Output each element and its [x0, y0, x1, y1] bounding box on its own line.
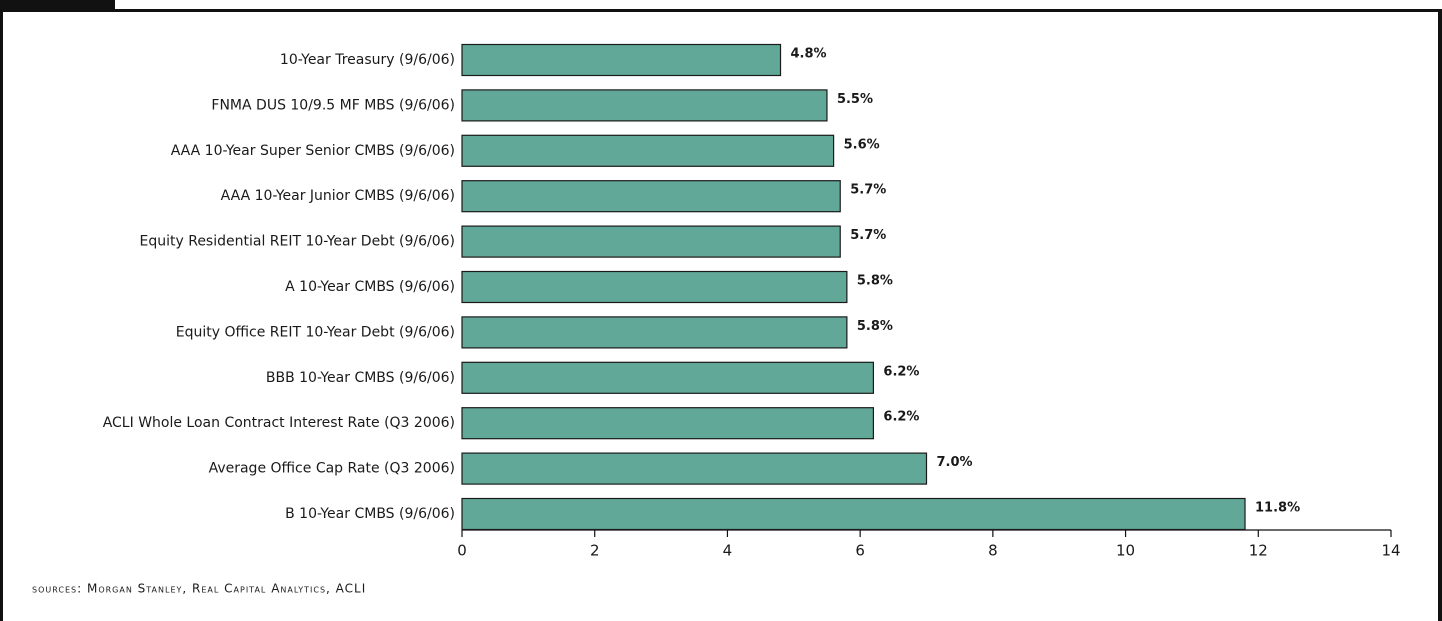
x-tick-label: 0	[457, 542, 467, 560]
bar	[461, 361, 875, 394]
value-label: 7.0%	[937, 455, 973, 470]
x-tick-label: 14	[1381, 542, 1400, 560]
value-label: 5.6%	[844, 137, 880, 152]
category-label: Average Office Cap Rate (Q3 2006)	[209, 461, 455, 477]
category-label: Equity Office REIT 10-Year Debt (9/6/06)	[176, 324, 455, 340]
category-label: B 10-Year CMBS (9/6/06)	[285, 506, 455, 522]
value-label: 6.2%	[883, 410, 919, 425]
value-label: 5.8%	[857, 274, 893, 289]
bar	[461, 180, 841, 213]
bar	[461, 452, 928, 485]
category-label: A 10-Year CMBS (9/6/06)	[285, 279, 455, 295]
value-label: 4.8%	[791, 47, 827, 62]
x-tick-label: 4	[723, 542, 733, 560]
bar	[461, 134, 835, 167]
x-tick-label: 12	[1249, 542, 1268, 560]
category-label: AAA 10-Year Super Senior CMBS (9/6/06)	[171, 143, 455, 159]
frame-left	[0, 9, 3, 621]
value-label: 11.8%	[1255, 501, 1300, 516]
value-label: 5.5%	[837, 92, 873, 107]
value-label: 5.7%	[850, 228, 886, 243]
frame-right	[1438, 9, 1442, 621]
bar	[461, 89, 828, 122]
bar	[461, 316, 848, 349]
x-tick-label: 10	[1116, 542, 1135, 560]
bar	[461, 270, 848, 304]
value-label: 5.8%	[857, 319, 893, 334]
source-note: sources: Morgan Stanley, Real Capital An…	[32, 582, 366, 596]
category-label: FNMA DUS 10/9.5 MF MBS (9/6/06)	[211, 97, 455, 113]
x-tick-label: 2	[590, 542, 600, 560]
category-label: BBB 10-Year CMBS (9/6/06)	[266, 370, 455, 386]
category-label: ACLI Whole Loan Contract Interest Rate (…	[103, 415, 455, 431]
x-tick-label: 8	[988, 542, 998, 560]
category-label: 10-Year Treasury (9/6/06)	[280, 52, 455, 68]
category-label: Equity Residential REIT 10-Year Debt (9/…	[140, 234, 456, 250]
frame-top	[0, 9, 1442, 12]
bar	[461, 497, 1246, 531]
x-tick-label: 6	[855, 542, 865, 560]
bar	[461, 43, 782, 77]
category-label: AAA 10-Year Junior CMBS (9/6/06)	[221, 188, 455, 204]
value-label: 6.2%	[883, 364, 919, 379]
value-label: 5.7%	[850, 183, 886, 198]
bar	[461, 225, 841, 258]
bar	[461, 407, 875, 440]
